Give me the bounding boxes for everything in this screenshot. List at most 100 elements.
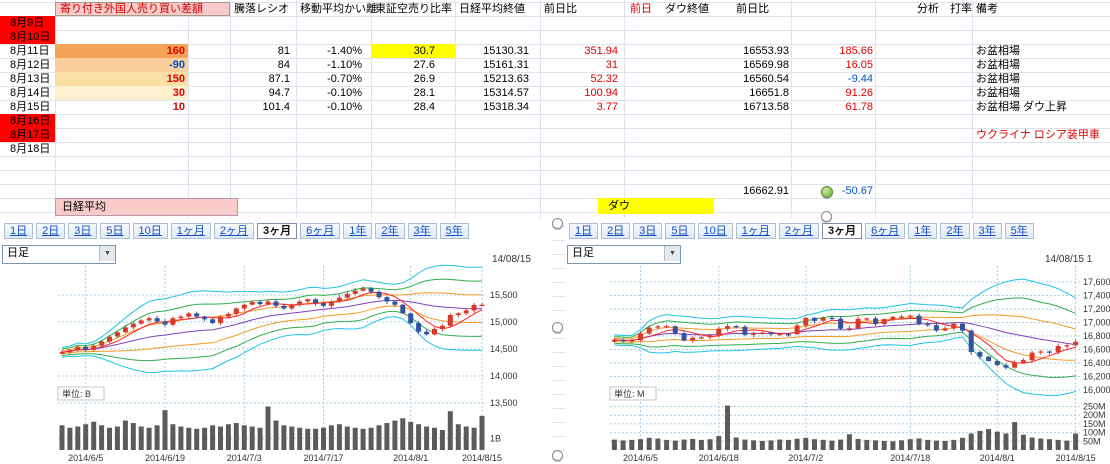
cell-nikkei-close[interactable] — [455, 142, 540, 156]
cell-dow-chg[interactable] — [791, 170, 875, 184]
period-tab-2ヶ月[interactable]: 2ヶ月 — [213, 223, 254, 239]
cell-date[interactable] — [0, 170, 55, 184]
cell-foreign-diff[interactable] — [55, 30, 188, 44]
cell-nikkei-close[interactable] — [455, 170, 540, 184]
cell-dow-chg[interactable]: 91.26 — [845, 87, 873, 99]
cell-dow-chg[interactable] — [791, 30, 875, 44]
period-tab-2年[interactable]: 2年 — [375, 223, 405, 239]
period-tab-2日[interactable]: 2日 — [601, 223, 631, 239]
cell-date[interactable] — [0, 156, 55, 170]
cell-analysis[interactable] — [875, 58, 972, 72]
cell-ratio[interactable] — [230, 30, 296, 44]
cell-remark[interactable] — [972, 184, 1110, 198]
cell-ratio[interactable] — [230, 184, 296, 198]
cell-nikkei-chg[interactable] — [540, 128, 624, 142]
cell-foreign-diff[interactable]: 150 — [55, 72, 188, 86]
cell-short-ratio[interactable]: 28.1 — [413, 87, 435, 99]
header-analysis-group[interactable]: 分析 打率 — [875, 2, 972, 16]
cell-dow-close[interactable]: 16560.54 — [743, 73, 789, 85]
cell-dow-close[interactable]: 16651.8 — [749, 87, 789, 99]
cell-foreign-diff[interactable] — [55, 128, 188, 142]
cell-dow-chg[interactable]: -50.67 — [841, 185, 873, 197]
period-tab-6ヶ月[interactable]: 6ヶ月 — [300, 223, 341, 239]
cell-spacer[interactable] — [188, 156, 230, 170]
cell-spacer[interactable] — [188, 44, 230, 58]
cell-analysis[interactable] — [875, 86, 972, 100]
cell-foreign-diff[interactable] — [55, 114, 188, 128]
cell-analysis[interactable] — [875, 72, 972, 86]
cell-nikkei-close[interactable]: 15318.34 — [483, 101, 529, 113]
cell-dow-close[interactable] — [624, 170, 791, 184]
cell-ratio[interactable]: 81 — [277, 45, 290, 57]
header-date-blank[interactable] — [0, 2, 55, 16]
cell-short-ratio[interactable] — [371, 170, 455, 184]
cell-spacer[interactable] — [188, 86, 230, 100]
cell-remark[interactable] — [972, 142, 1110, 156]
cell-date[interactable]: 8月18日 — [10, 143, 51, 155]
cell-spacer[interactable] — [188, 30, 230, 44]
cell-nikkei-close[interactable]: 15161.31 — [483, 59, 529, 71]
header-kairi[interactable]: 移動平均かい離 — [296, 2, 377, 16]
cell-foreign-diff[interactable]: 30 — [55, 86, 188, 100]
cell-dow-chg[interactable]: 185.66 — [839, 45, 873, 57]
period-tab-2年[interactable]: 2年 — [940, 223, 970, 239]
header-nikkei-close[interactable]: 日経平均終値 — [455, 2, 540, 16]
cell-kairi[interactable] — [296, 142, 371, 156]
cell-kairi[interactable] — [296, 184, 371, 198]
cell-foreign-diff[interactable]: -90 — [55, 58, 188, 72]
cell-spacer[interactable] — [188, 58, 230, 72]
cell-nikkei-close[interactable] — [455, 128, 540, 142]
period-tab-2ヶ月[interactable]: 2ヶ月 — [778, 223, 819, 239]
cell-analysis[interactable] — [875, 170, 972, 184]
cell-short-ratio[interactable] — [371, 142, 455, 156]
period-tab-6ヶ月[interactable]: 6ヶ月 — [865, 223, 906, 239]
cell-date[interactable]: 8月14日 — [10, 87, 51, 99]
cell-remark[interactable] — [972, 170, 1110, 184]
resize-handle-top[interactable] — [821, 211, 832, 222]
cell-short-ratio[interactable] — [371, 128, 455, 142]
cell-foreign-diff[interactable] — [55, 142, 188, 156]
cell-nikkei-chg[interactable] — [540, 114, 624, 128]
cell-spacer[interactable] — [188, 16, 230, 30]
resize-handle-bottom-left[interactable] — [552, 450, 563, 461]
cell-dow-close[interactable] — [624, 16, 791, 30]
cell-analysis[interactable] — [875, 16, 972, 30]
period-tab-3ヶ月[interactable]: 3ヶ月 — [257, 223, 298, 239]
cell-kairi[interactable] — [296, 170, 371, 184]
period-tab-3日[interactable]: 3日 — [633, 223, 663, 239]
cell-ratio[interactable]: 84 — [277, 59, 290, 71]
cell-dow-close[interactable]: 16662.91 — [743, 185, 789, 197]
header-dow-chg-blank[interactable] — [791, 2, 875, 16]
cell-spacer[interactable] — [188, 114, 230, 128]
cell-kairi[interactable] — [296, 128, 371, 142]
period-tab-1日[interactable]: 1日 — [4, 223, 34, 239]
cell-analysis[interactable] — [875, 184, 972, 198]
cell-dow-close[interactable]: 16553.93 — [743, 45, 789, 57]
cell-kairi[interactable] — [296, 30, 371, 44]
cell-analysis[interactable] — [875, 142, 972, 156]
period-tab-3年[interactable]: 3年 — [972, 223, 1002, 239]
cell-kairi[interactable]: -0.10% — [327, 101, 362, 113]
cell-nikkei-chg[interactable] — [540, 156, 624, 170]
cell-short-ratio[interactable]: 27.6 — [413, 59, 435, 71]
period-tab-1ヶ月[interactable]: 1ヶ月 — [170, 223, 211, 239]
cell-remark[interactable]: お盆相場 — [976, 87, 1020, 99]
cell-ratio[interactable]: 94.7 — [268, 87, 290, 99]
period-tab-5年[interactable]: 5年 — [439, 223, 469, 239]
cell-ratio[interactable] — [230, 114, 296, 128]
period-tab-10日[interactable]: 10日 — [132, 223, 168, 239]
cell-date[interactable]: 8月11日 — [10, 45, 50, 57]
cell-nikkei-close[interactable] — [455, 156, 540, 170]
cell-spacer[interactable] — [188, 170, 230, 184]
cell-date[interactable]: 8月10日 — [0, 30, 55, 44]
cell-foreign-diff[interactable]: 160 — [55, 44, 188, 58]
header-short-ratio[interactable]: 東証空売り比率 — [371, 2, 455, 16]
cell-dow-close[interactable] — [624, 114, 791, 128]
cell-remark[interactable] — [972, 30, 1110, 44]
cell-spacer[interactable] — [188, 72, 230, 86]
cell-short-ratio[interactable] — [371, 16, 455, 30]
cell-foreign-diff[interactable]: 10 — [172, 101, 185, 113]
cell-spacer[interactable] — [188, 100, 230, 114]
cell-dow-close[interactable]: 16569.98 — [743, 59, 789, 71]
cell-analysis[interactable] — [875, 128, 972, 142]
